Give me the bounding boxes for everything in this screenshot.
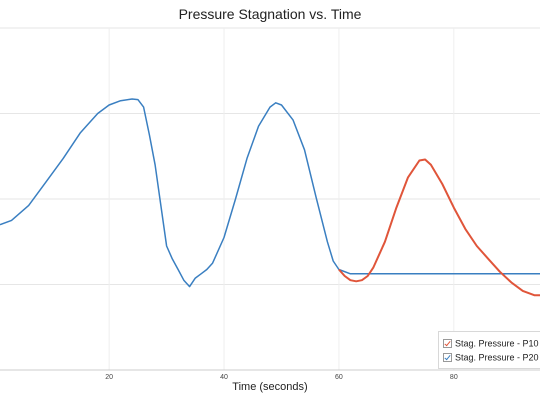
legend-item-series-1[interactable]: Stag. Pressure - P10 — [443, 338, 539, 350]
legend-checkbox[interactable] — [443, 353, 452, 363]
x-axis-label: Time (seconds) — [232, 381, 308, 393]
x-tick-label: 60 — [335, 374, 343, 381]
x-tick-label: 80 — [450, 374, 458, 381]
legend[interactable]: Stag. Pressure - P10 Stag. Pressure - P2… — [438, 331, 540, 369]
x-tick-label: 20 — [105, 374, 113, 381]
chart-title: Pressure Stagnation vs. Time — [178, 6, 362, 22]
legend-checkbox[interactable] — [443, 339, 452, 349]
tick-labels: 20 40 60 80 — [105, 374, 458, 381]
series-line-1[interactable] — [338, 158, 540, 297]
legend-label: Stag. Pressure - P10 — [455, 338, 539, 349]
series-line-2[interactable] — [0, 98, 540, 288]
legend-label: Stag. Pressure - P20 — [455, 352, 539, 363]
x-tick-label: 40 — [220, 374, 228, 381]
series-group — [0, 98, 540, 297]
legend-item-series-2[interactable]: Stag. Pressure - P20 — [443, 352, 539, 364]
